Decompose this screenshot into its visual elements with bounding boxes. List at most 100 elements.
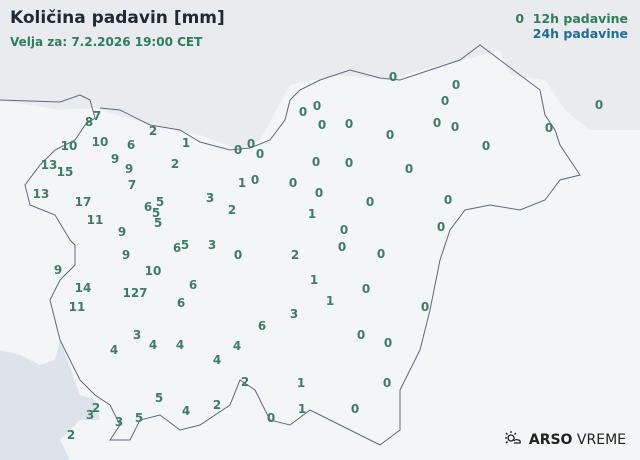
station-value: 3 <box>132 328 142 342</box>
station-value: 0 <box>594 98 604 112</box>
station-value: 0 <box>420 300 430 314</box>
station-value: 4 <box>212 353 222 367</box>
station-value: 0 <box>233 143 243 157</box>
station-value: 127 <box>122 286 148 300</box>
station-value: 0 <box>440 94 450 108</box>
station-value: 0 <box>365 195 375 209</box>
station-value: 5 <box>155 195 165 209</box>
station-value: 5 <box>153 216 163 230</box>
station-value: 5 <box>154 391 164 405</box>
station-value: 0 <box>443 193 453 207</box>
station-value: 0 <box>233 248 243 262</box>
station-value: 0 <box>481 139 491 153</box>
station-value: 0 <box>337 240 347 254</box>
station-value: 0 <box>432 116 442 130</box>
station-value: 2 <box>240 375 250 389</box>
station-value: 0 <box>298 105 308 119</box>
station-value: 6 <box>126 138 136 152</box>
station-value: 0 <box>317 118 327 132</box>
station-value: 0 <box>382 376 392 390</box>
station-value: 7 <box>127 178 137 192</box>
station-value: 1 <box>309 273 319 287</box>
station-value: 2 <box>170 157 180 171</box>
sea <box>0 340 100 460</box>
station-value: 13 <box>32 187 50 201</box>
station-value: 7 <box>92 109 102 123</box>
station-value: 1 <box>325 294 335 308</box>
station-value: 17 <box>74 195 92 209</box>
station-value: 1 <box>307 207 317 221</box>
border-line <box>0 44 581 446</box>
station-value: 0 <box>246 137 256 151</box>
station-value: 0 <box>451 78 461 92</box>
station-value: 2 <box>290 248 300 262</box>
station-value: 5 <box>151 206 161 220</box>
station-value: 11 <box>86 213 104 227</box>
station-value: 6 <box>143 200 153 214</box>
station-value: 0 <box>388 70 398 84</box>
legend: 0 12h padavine 24h padavine <box>515 11 628 41</box>
station-value: 0 <box>288 176 298 190</box>
station-value: 9 <box>53 263 63 277</box>
station-value: 3 <box>207 238 217 252</box>
station-value: 10 <box>60 139 78 153</box>
station-value: 3 <box>289 307 299 321</box>
sun-cloud-icon <box>503 430 523 450</box>
valid-time: Velja za: 7.2.2026 19:00 CET <box>10 35 203 49</box>
station-value: 0 <box>450 120 460 134</box>
station-value: 0 <box>544 121 554 135</box>
station-value: 0 <box>339 223 349 237</box>
station-value: 10 <box>144 264 162 278</box>
station-value: 2 <box>227 203 237 217</box>
legend-12h-label: 12h padavine <box>532 11 628 26</box>
station-value: 3 <box>114 415 124 429</box>
station-value: 0 <box>383 336 393 350</box>
legend-sample-value: 0 <box>515 11 525 26</box>
station-value: 15 <box>56 165 74 179</box>
station-value: 1 <box>181 136 191 150</box>
slovenia-area <box>0 50 640 460</box>
station-value: 0 <box>385 128 395 142</box>
station-value: 0 <box>255 147 265 161</box>
station-value: 0 <box>361 282 371 296</box>
station-value: 5 <box>134 411 144 425</box>
station-value: 9 <box>117 225 127 239</box>
station-value: 0 <box>350 402 360 416</box>
station-value: 0 <box>356 328 366 342</box>
logo-brand: ARSO <box>528 432 573 448</box>
station-value: 6 <box>172 241 182 255</box>
station-value: 10 <box>91 135 109 149</box>
legend-24h-label: 24h padavine <box>532 26 628 41</box>
station-value: 0 <box>250 173 260 187</box>
legend-12h: 0 12h padavine <box>515 11 628 26</box>
station-value: 0 <box>376 247 386 261</box>
station-value: 13 <box>40 158 58 172</box>
station-value: 2 <box>212 398 222 412</box>
station-value: 6 <box>257 319 267 333</box>
station-value: 0 <box>344 117 354 131</box>
station-value: 5 <box>180 238 190 252</box>
station-value: 0 <box>314 186 324 200</box>
page-title: Količina padavin [mm] <box>10 8 225 28</box>
station-value: 4 <box>232 339 242 353</box>
logo-suffix: VREME <box>576 432 626 448</box>
station-value: 0 <box>266 411 276 425</box>
station-value: 6 <box>188 278 198 292</box>
station-value: 2 <box>66 428 76 442</box>
station-value: 14 <box>74 281 92 295</box>
station-value: 0 <box>404 162 414 176</box>
station-value: 1 <box>237 176 247 190</box>
station-value: 1 <box>296 376 306 390</box>
station-value: 3 <box>85 408 95 422</box>
station-value: 0 <box>436 220 446 234</box>
station-value: 4 <box>175 338 185 352</box>
station-value: 0 <box>311 155 321 169</box>
station-value: 0 <box>344 156 354 170</box>
station-value: 2 <box>91 401 101 415</box>
station-value: 9 <box>124 162 134 176</box>
station-value: 6 <box>176 296 186 310</box>
station-value: 4 <box>148 338 158 352</box>
arso-logo: ARSO VREME <box>503 430 626 450</box>
station-value: 4 <box>181 404 191 418</box>
